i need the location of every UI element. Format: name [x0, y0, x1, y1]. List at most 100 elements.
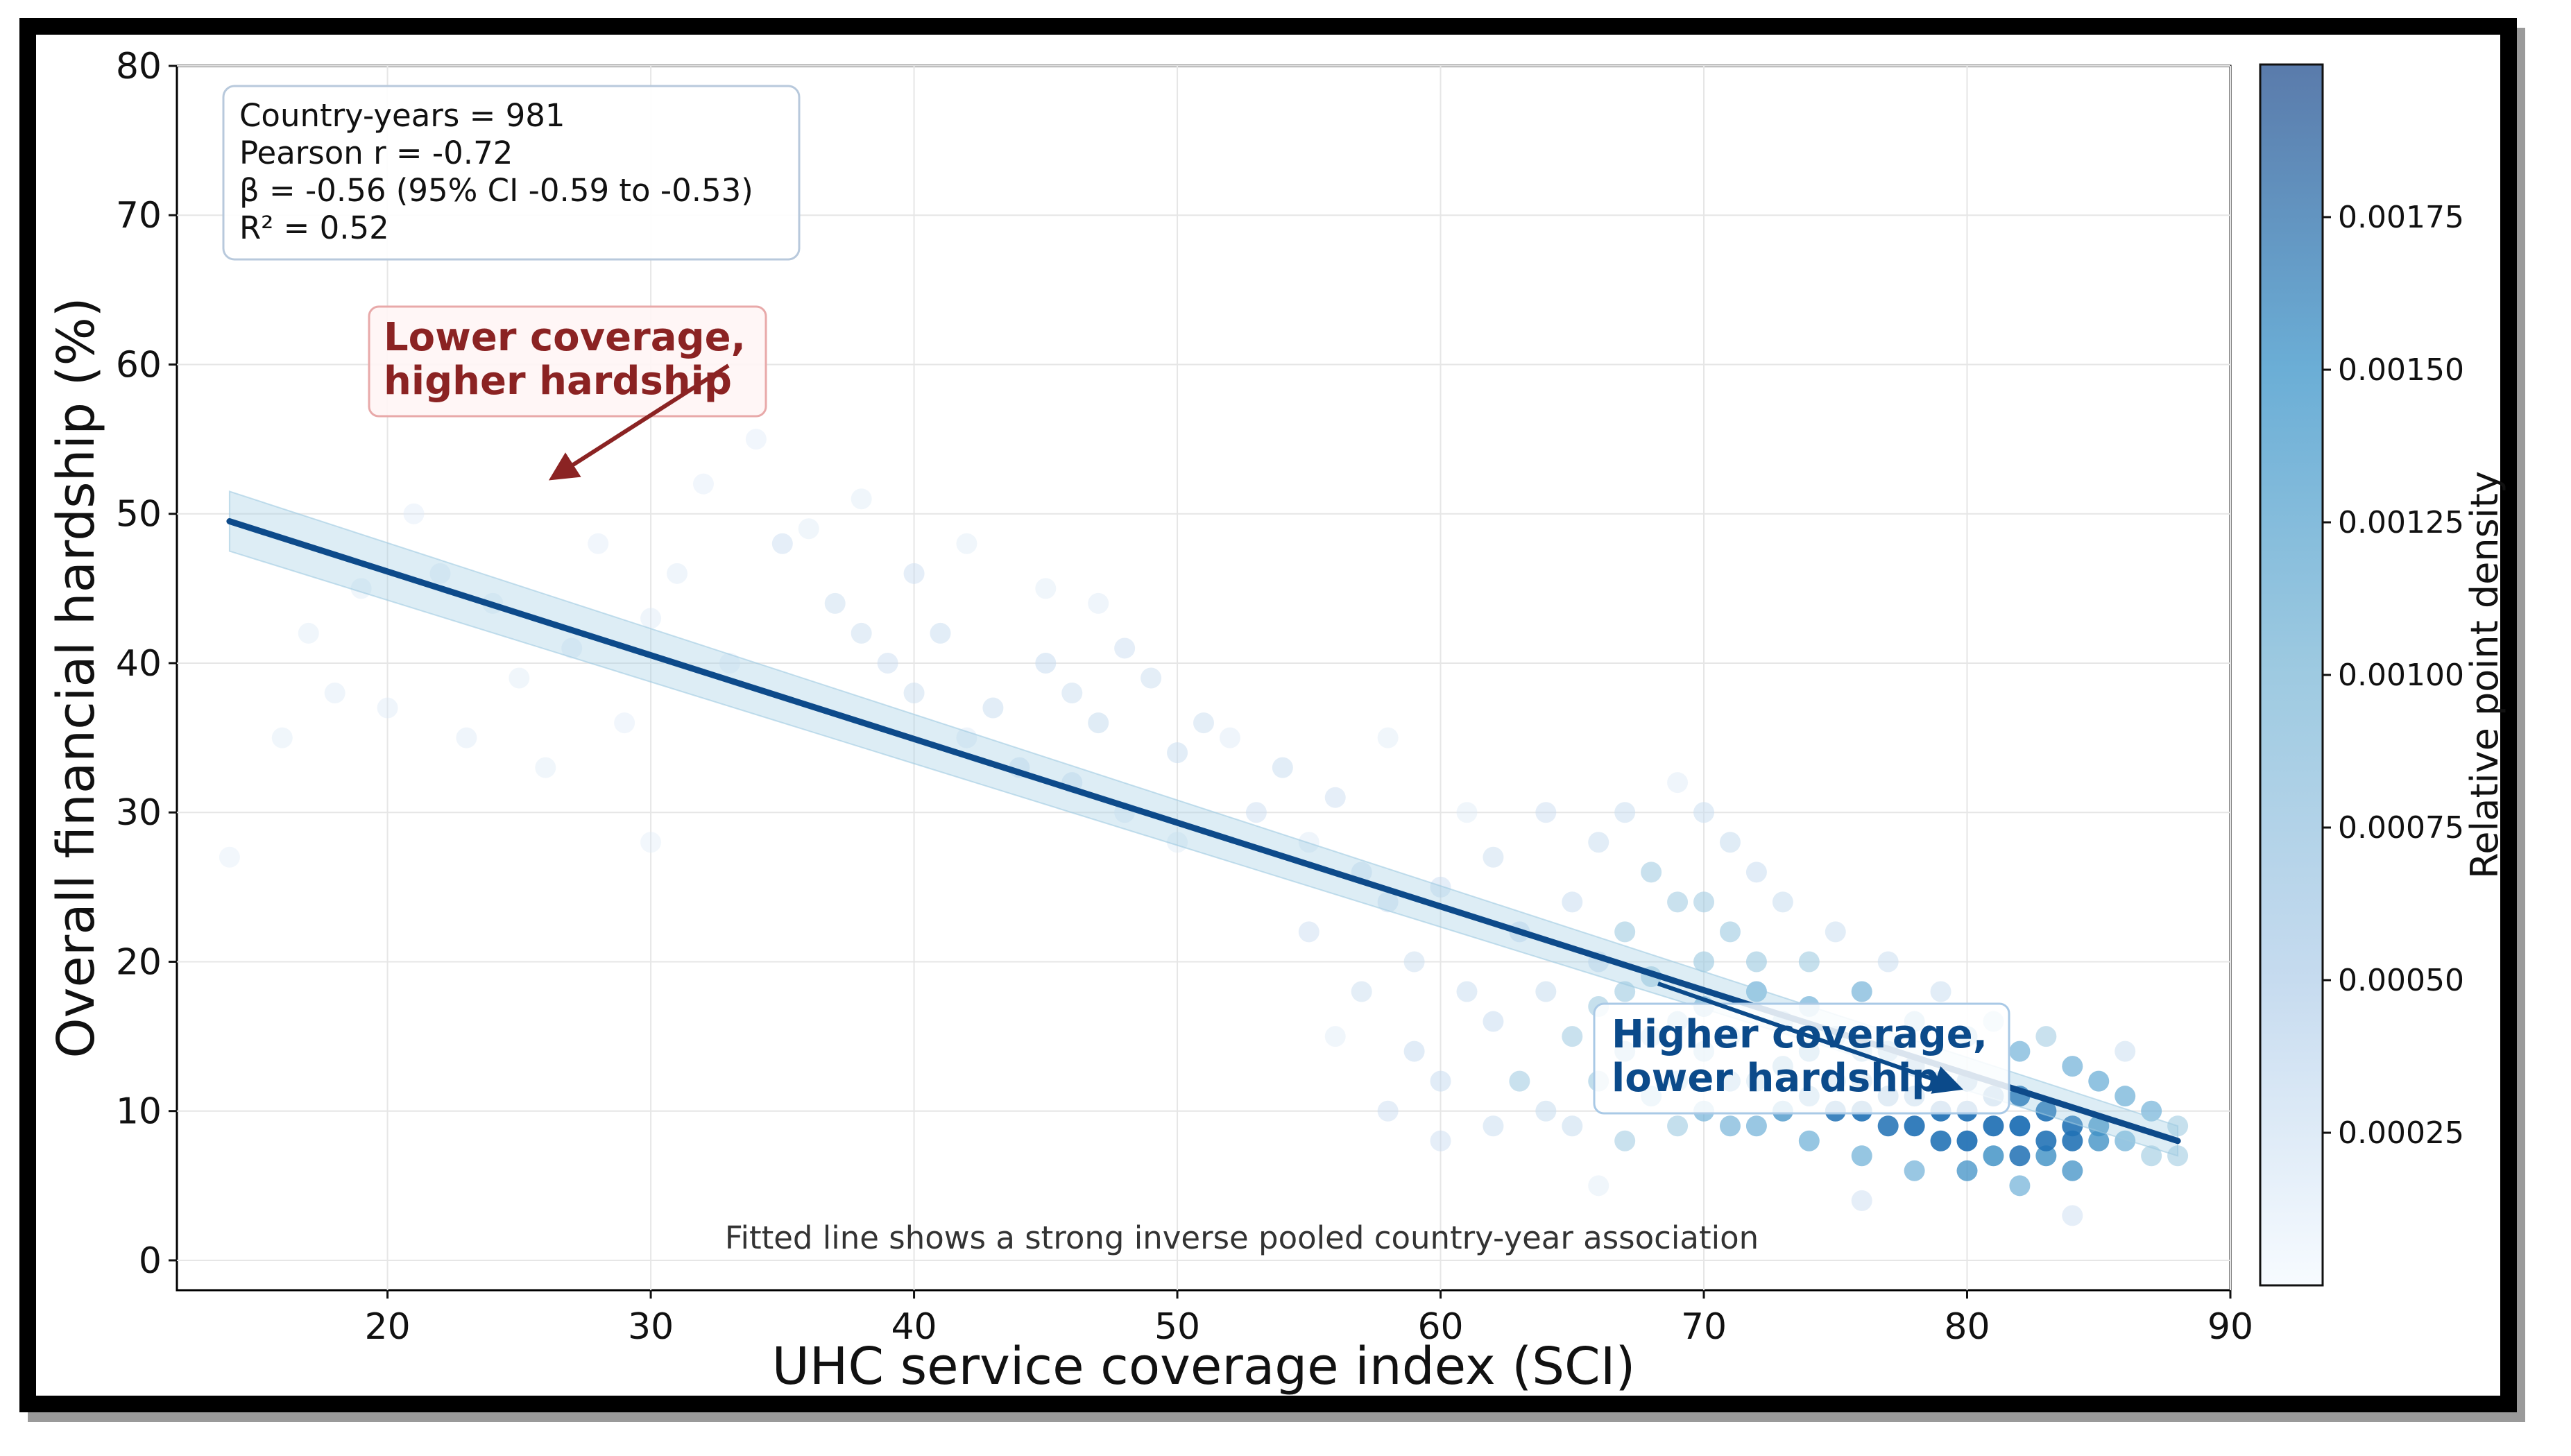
- annotation-higher-coverage: Higher coverage, lower hardship: [1593, 982, 2010, 1115]
- data-point: [1324, 787, 1346, 808]
- data-point: [1983, 1145, 2004, 1167]
- data-point: [1483, 1011, 1504, 1032]
- data-point: [1245, 802, 1267, 823]
- data-point: [1456, 981, 1478, 1002]
- data-point: [1614, 1130, 1636, 1151]
- x-tick-label: 90: [2207, 1306, 2253, 1348]
- stats-line-4: R² = 0.52: [239, 209, 389, 246]
- data-point: [667, 563, 688, 584]
- data-point: [1877, 1115, 1899, 1137]
- y-tick-label: 80: [116, 46, 162, 87]
- data-point: [2009, 1145, 2031, 1167]
- data-point: [1667, 772, 1689, 794]
- data-point: [1535, 1100, 1557, 1122]
- stats-box: Country-years = 981 Pearson r = -0.72 β …: [222, 85, 801, 261]
- data-point: [2115, 1130, 2136, 1151]
- data-point: [798, 518, 819, 540]
- data-point: [1035, 578, 1057, 599]
- data-point: [1588, 1175, 1609, 1197]
- data-point: [1403, 951, 1425, 973]
- x-tick-label: 50: [1154, 1306, 1200, 1348]
- data-point: [640, 832, 662, 853]
- data-point: [1798, 951, 1820, 973]
- data-point: [1851, 1145, 1872, 1167]
- colorbar-gradient: [2259, 63, 2324, 1287]
- data-point: [1798, 1130, 1820, 1151]
- data-point: [1693, 891, 1715, 913]
- data-point: [1483, 846, 1504, 868]
- data-point: [1088, 712, 1109, 734]
- data-point: [1667, 1115, 1689, 1137]
- data-point: [271, 727, 293, 748]
- data-point: [1061, 683, 1083, 704]
- data-point: [1088, 592, 1109, 614]
- y-tick-label: 10: [116, 1091, 162, 1133]
- data-point: [903, 683, 925, 704]
- data-point: [535, 757, 556, 778]
- colorbar-tick-label: 0.00050: [2338, 963, 2464, 998]
- y-tick-label: 40: [116, 643, 162, 685]
- data-point: [219, 846, 240, 868]
- data-point: [2088, 1130, 2110, 1151]
- data-point: [588, 533, 609, 554]
- data-point: [2062, 1205, 2083, 1226]
- y-tick-label: 20: [116, 941, 162, 983]
- data-point: [771, 533, 793, 554]
- data-point: [561, 637, 583, 659]
- x-tick-label: 40: [891, 1306, 937, 1348]
- data-point: [1641, 862, 1662, 883]
- data-point: [692, 473, 714, 495]
- data-point: [1377, 727, 1399, 748]
- data-point: [1219, 727, 1240, 748]
- data-point: [429, 563, 451, 584]
- data-point: [1377, 891, 1399, 913]
- data-point: [1614, 921, 1636, 943]
- data-point: [1324, 1026, 1346, 1047]
- data-point: [324, 683, 345, 704]
- x-tick-label: 20: [365, 1306, 411, 1348]
- data-point: [1377, 1100, 1399, 1122]
- data-point: [1298, 921, 1319, 943]
- colorbar: 0.00025 0.00050 0.00075 0.00100 0.00125 0.001…: [2259, 63, 2506, 1287]
- data-point: [1719, 832, 1741, 853]
- data-point: [1983, 1115, 2004, 1137]
- data-point: [2035, 1026, 2057, 1047]
- x-axis-ticks: 20 30 40 50 60 70 80 90: [365, 1290, 2253, 1348]
- data-point: [1035, 652, 1057, 674]
- x-tick-label: 80: [1944, 1306, 1990, 1348]
- y-tick-label: 30: [116, 792, 162, 834]
- data-point: [1745, 951, 1767, 973]
- data-point: [1562, 891, 1583, 913]
- data-point: [1693, 951, 1715, 973]
- data-point: [456, 727, 477, 748]
- confidence-band: [228, 490, 2179, 1157]
- data-point: [1877, 951, 1899, 973]
- x-axis-label: UHC service coverage index (SCI): [772, 1337, 1636, 1396]
- annotation-arrow-red: [548, 363, 730, 481]
- data-point: [1562, 1115, 1583, 1137]
- data-point: [640, 608, 662, 629]
- annotation-lower-line-1: Lower coverage,: [384, 315, 746, 360]
- data-point: [1509, 1070, 1530, 1092]
- data-point: [2141, 1145, 2162, 1167]
- annotation-higher-line-2: lower hardship: [1612, 1056, 1939, 1101]
- x-tick-label: 30: [628, 1306, 674, 1348]
- annotation-higher-line-1: Higher coverage,: [1612, 1012, 1988, 1057]
- data-point: [1904, 1115, 1925, 1137]
- data-point: [2062, 1056, 2083, 1077]
- colorbar-label: Relative point density: [2463, 471, 2506, 879]
- data-point: [1825, 921, 1846, 943]
- data-point: [298, 622, 319, 644]
- data-point: [1719, 921, 1741, 943]
- data-point: [2009, 1115, 2031, 1137]
- data-point: [903, 563, 925, 584]
- data-point: [2062, 1115, 2083, 1137]
- data-point: [824, 592, 846, 614]
- data-point: [982, 697, 1004, 719]
- y-tick-label: 70: [116, 195, 162, 237]
- data-point: [1745, 862, 1767, 883]
- data-point: [2088, 1115, 2110, 1137]
- y-tick-label: 0: [139, 1240, 162, 1282]
- data-point: [1693, 802, 1715, 823]
- data-point: [1930, 1130, 1951, 1151]
